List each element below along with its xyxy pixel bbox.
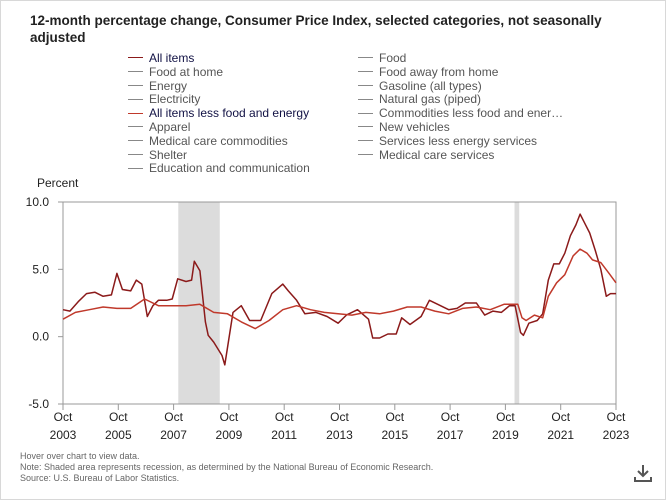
legend-label: Gasoline (all types) xyxy=(379,78,482,93)
legend-swatch xyxy=(128,71,143,73)
y-axis-label: Percent xyxy=(37,176,79,190)
legend-label: Electricity xyxy=(149,92,201,107)
legend-item[interactable]: Gasoline (all types) xyxy=(358,78,482,92)
legend-item[interactable]: Electricity xyxy=(128,91,201,107)
x-tick-year: 2005 xyxy=(105,428,132,442)
x-tick-month: Oct xyxy=(441,410,460,424)
legend-swatch xyxy=(128,153,143,155)
source-note: Source: U.S. Bureau of Labor Statistics. xyxy=(20,473,180,484)
legend-swatch xyxy=(128,167,143,169)
download-button[interactable] xyxy=(632,462,654,484)
chart-title: 12-month percentage change, Consumer Pri… xyxy=(30,13,602,45)
legend-swatch xyxy=(358,98,373,100)
y-tick-label: 0.0 xyxy=(32,330,49,344)
x-tick-year: 2007 xyxy=(160,428,187,442)
x-tick-month: Oct xyxy=(109,410,128,424)
legend-label: Medical care services xyxy=(379,147,495,162)
legend-swatch xyxy=(358,71,373,73)
x-tick-month: Oct xyxy=(275,410,294,424)
x-tick-month: Oct xyxy=(607,410,626,424)
legend-label: Medical care commodities xyxy=(149,133,288,148)
legend-swatch xyxy=(358,57,373,59)
legend-item[interactable]: Food at home xyxy=(128,64,224,79)
x-tick-month: Oct xyxy=(330,410,349,424)
legend-swatch xyxy=(128,112,143,114)
legend-item[interactable]: Energy xyxy=(128,78,187,92)
legend-swatch xyxy=(358,126,373,128)
recession-shade xyxy=(178,202,220,404)
legend-label: Food xyxy=(379,50,407,65)
legend-item[interactable]: Commodities less food and ener… xyxy=(358,105,564,121)
legend-label: New vehicles xyxy=(379,119,450,134)
chart-plot[interactable]: 10.0 5.0 0.0 -5.0 Oct 2003 Oct 2005 Oct 2007 Oct 20… xyxy=(0,190,666,450)
legend-label: All items xyxy=(149,50,195,65)
legend-item[interactable]: Education and communication xyxy=(128,160,310,176)
legend-label: Apparel xyxy=(149,119,191,134)
x-tick-year: 2015 xyxy=(381,428,408,442)
legend-swatch xyxy=(128,57,143,59)
x-tick-year: 2021 xyxy=(547,428,574,442)
x-tick-year: 2013 xyxy=(326,428,353,442)
legend-label: Education and communication xyxy=(149,161,310,176)
legend-swatch xyxy=(128,84,143,86)
y-tick-label: -5.0 xyxy=(28,397,49,411)
x-tick-month: Oct xyxy=(551,410,570,424)
legend-label: Shelter xyxy=(149,147,188,162)
legend-swatch xyxy=(358,140,373,142)
legend-item[interactable]: Medical care services xyxy=(358,147,494,161)
legend-label: Food at home xyxy=(149,64,224,79)
series-line[interactable] xyxy=(62,248,617,330)
legend-item[interactable]: Apparel xyxy=(128,119,191,134)
download-icon xyxy=(634,465,652,482)
x-tick-month: Oct xyxy=(220,410,239,424)
x-tick-year: 2009 xyxy=(216,428,243,442)
legend-label: Natural gas (piped) xyxy=(379,92,482,107)
footer-notes: Hover over chart to view data. Note: Sha… xyxy=(20,451,433,485)
legend-item[interactable]: Shelter xyxy=(128,147,187,161)
legend-label: Commodities less food and ener… xyxy=(379,106,564,121)
hover-hint: Hover over chart to view data. xyxy=(20,451,140,461)
x-tick-month: Oct xyxy=(385,410,404,424)
plot-border xyxy=(62,201,617,405)
legend-item[interactable]: Food away from home xyxy=(358,64,499,79)
y-tick-label: 10.0 xyxy=(26,195,50,209)
legend-item[interactable]: New vehicles xyxy=(358,119,450,134)
legend-item[interactable]: Natural gas (piped) xyxy=(358,91,482,107)
y-tick-label: 5.0 xyxy=(32,262,49,276)
recession-note: Note: Shaded area represents recession, … xyxy=(20,462,434,473)
x-tick-year: 2011 xyxy=(271,428,297,442)
legend-swatch xyxy=(358,84,373,86)
legend-item[interactable]: All items less food and energy xyxy=(128,105,310,121)
legend-swatch xyxy=(358,112,373,114)
legend-label: Food away from home xyxy=(379,64,499,79)
legend-item[interactable]: All items xyxy=(128,50,195,65)
legend-item[interactable]: Food xyxy=(358,50,407,65)
legend-item[interactable]: Services less energy services xyxy=(358,133,538,148)
x-tick-year: 2019 xyxy=(492,428,519,442)
legend-swatch xyxy=(358,153,373,155)
x-tick-month: Oct xyxy=(496,410,515,424)
x-tick-year: 2023 xyxy=(603,428,630,442)
legend-label: All items less food and energy xyxy=(149,106,310,121)
legend-item[interactable]: Medical care commodities xyxy=(128,133,288,148)
legend-swatch xyxy=(128,98,143,100)
x-tick-month: Oct xyxy=(54,410,73,424)
legend-swatch xyxy=(128,126,143,128)
x-tick-month: Oct xyxy=(164,410,183,424)
legend-label: Energy xyxy=(149,78,188,93)
series-line[interactable] xyxy=(62,213,616,366)
x-tick-year: 2003 xyxy=(50,428,77,442)
recession-shade xyxy=(514,202,520,404)
legend-swatch xyxy=(128,140,143,142)
legend-label: Services less energy services xyxy=(379,133,538,148)
x-tick-year: 2017 xyxy=(437,428,464,442)
